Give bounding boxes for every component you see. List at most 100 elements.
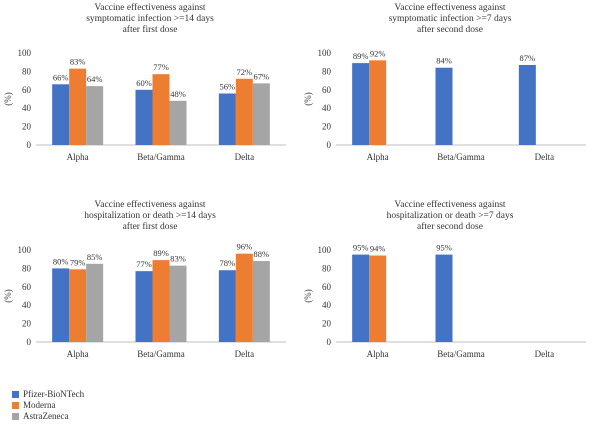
legend-swatch: [12, 413, 19, 420]
bar-chart-3: 0 20 40 60 80 100 (%) 80% 79%85% Alpha 77%89%83% Be…: [3, 242, 286, 359]
data-label: 80%: [53, 256, 69, 266]
y-tick-label: 0: [27, 337, 32, 347]
bar: [218, 270, 236, 342]
data-label: 67%: [254, 71, 270, 81]
y-tick-label: 60: [322, 282, 332, 292]
legend-item: Moderna: [12, 400, 84, 411]
legend-label: AstraZeneca: [23, 411, 69, 421]
bar: [218, 93, 236, 145]
x-tick-label: Alpha: [367, 349, 389, 359]
x-tick-label: Beta/Gamma: [437, 152, 484, 162]
chart-title-line-2: symptomatic infection >=7 days: [388, 14, 512, 24]
data-label: 56%: [220, 81, 236, 91]
bar: [135, 89, 153, 145]
y-tick-label: 60: [22, 282, 32, 292]
y-tick-label: 0: [27, 140, 32, 150]
data-label: 88%: [254, 249, 270, 259]
legend-label: Pfizer-BioNTech: [23, 389, 85, 399]
data-label: 72%: [237, 67, 253, 77]
y-tick-label: 40: [22, 103, 32, 113]
x-tick-label: Delta: [235, 349, 255, 359]
y-tick-label: 80: [322, 263, 332, 273]
y-tick-label: 20: [322, 122, 332, 132]
data-label: 95%: [436, 243, 452, 253]
x-tick-label: Beta/Gamma: [437, 349, 484, 359]
chart-panel-4: Vaccine effectiveness against hospitaliz…: [300, 197, 600, 377]
data-label: 66%: [53, 72, 69, 82]
chart-title: Vaccine effectiveness against symptomati…: [0, 3, 300, 36]
y-tick-label: 40: [322, 103, 332, 113]
y-tick-label: 20: [22, 319, 32, 329]
y-tick-label: 80: [322, 66, 332, 76]
data-label: 95%: [353, 243, 369, 253]
y-tick-label: 60: [322, 85, 332, 95]
x-tick-label: Delta: [535, 152, 555, 162]
bar: [235, 78, 253, 145]
data-label: 79%: [70, 257, 86, 267]
bar: [352, 63, 370, 146]
y-tick-label: 100: [18, 48, 32, 58]
bar: [369, 255, 387, 342]
data-label: 60%: [136, 78, 152, 88]
chart-title-line-2: hospitalization or death >=7 days: [386, 211, 514, 221]
bar-chart-1: 0 20 40 60 80 100 (%) 66%83%64% Alpha 60%77% 48% Be…: [3, 48, 286, 162]
data-label: 64%: [87, 74, 103, 84]
data-label: 48%: [170, 89, 186, 99]
bar: [169, 100, 187, 145]
chart-title: Vaccine effectiveness against hospitaliz…: [0, 200, 300, 233]
chart-title-line-3: after first dose: [122, 25, 178, 35]
chart-title-line-1: Vaccine effectiveness against: [394, 200, 506, 210]
bar: [435, 254, 453, 342]
bar: [518, 64, 536, 145]
data-label: 85%: [87, 252, 103, 262]
y-tick-label: 100: [318, 245, 332, 255]
y-tick-label: 100: [18, 245, 32, 255]
chart-title-line-2: symptomatic infection >=14 days: [86, 14, 214, 24]
x-tick-label: Alpha: [67, 349, 89, 359]
chart-title-line-1: Vaccine effectiveness against: [394, 3, 506, 13]
chart-title: Vaccine effectiveness against hospitaliz…: [300, 200, 600, 233]
legend-item: Pfizer-BioNTech: [12, 389, 84, 400]
bar: [152, 260, 170, 342]
legend-swatch: [12, 391, 19, 398]
bar: [69, 68, 87, 145]
chart-title-line-3: after second dose: [417, 25, 483, 35]
data-label: 77%: [153, 62, 169, 72]
bar: [169, 265, 187, 342]
x-tick-label: Delta: [235, 152, 255, 162]
bar-chart-2: 0 20 40 60 80 100 (%) 89% 92% Alpha 84% Beta/Gamma 8…: [303, 48, 586, 162]
data-label: 89%: [153, 248, 169, 258]
data-label: 77%: [136, 259, 152, 269]
y-tick-label: 40: [22, 300, 32, 310]
data-label: 83%: [70, 57, 86, 67]
y-tick-label: 80: [22, 66, 32, 76]
y-tick-label: 0: [327, 140, 332, 150]
y-tick-label: 20: [322, 319, 332, 329]
data-label: 87%: [520, 53, 536, 63]
chart-title-line-3: after second dose: [417, 222, 483, 232]
chart-panel-1: Vaccine effectiveness against symptomati…: [0, 0, 300, 180]
x-tick-label: Alpha: [367, 152, 389, 162]
data-label: 92%: [370, 48, 386, 58]
bar: [152, 74, 170, 145]
y-axis-label: (%): [303, 289, 313, 303]
bar: [252, 261, 270, 342]
legend-label: Moderna: [23, 400, 56, 410]
data-label: 84%: [436, 56, 452, 66]
chart-title-line-3: after first dose: [122, 222, 178, 232]
y-axis-label: (%): [3, 289, 13, 303]
bar: [369, 60, 387, 145]
y-tick-label: 40: [322, 300, 332, 310]
chart-title: Vaccine effectiveness against symptomati…: [300, 3, 600, 36]
bar: [252, 83, 270, 145]
data-label: 94%: [370, 244, 386, 254]
data-label: 83%: [170, 254, 186, 264]
y-tick-label: 100: [318, 48, 332, 58]
y-tick-label: 60: [22, 85, 32, 95]
bar: [86, 86, 104, 145]
y-tick-label: 80: [22, 263, 32, 273]
chart-title-line-2: hospitalization or death >=14 days: [84, 211, 216, 221]
y-tick-label: 0: [327, 337, 332, 347]
x-tick-label: Alpha: [67, 152, 89, 162]
bar: [86, 263, 104, 342]
